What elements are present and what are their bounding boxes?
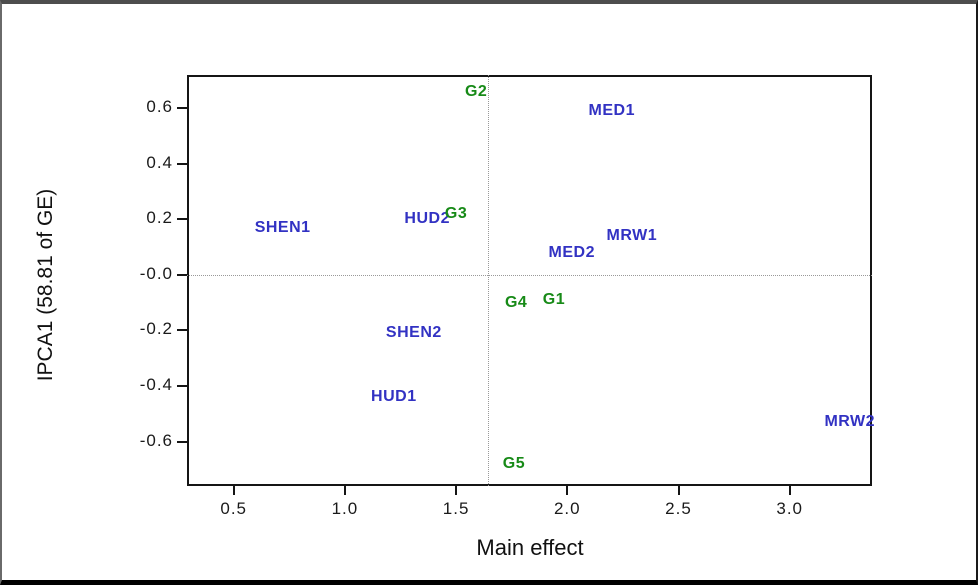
y-tick-mark [177, 385, 187, 388]
x-tick-label: 0.5 [220, 499, 248, 518]
y-tick-mark [177, 273, 187, 276]
point-label-g5: G5 [502, 454, 526, 472]
point-label-g1: G1 [542, 290, 566, 308]
y-tick-mark [177, 218, 187, 221]
y-tick-label: -0.0 [139, 263, 173, 283]
x-tick-mark [232, 486, 235, 495]
x-tick-mark [788, 486, 791, 495]
x-tick-label: 1.5 [442, 499, 470, 518]
y-tick-mark [177, 440, 187, 443]
y-tick-label: 0.2 [146, 208, 173, 228]
point-label-g2: G2 [464, 82, 488, 100]
x-tick-mark [343, 486, 346, 495]
point-label-shen2: SHEN2 [385, 324, 442, 342]
point-label-hud1: HUD1 [371, 388, 417, 406]
x-tick-label: 1.0 [331, 499, 359, 518]
x-tick-label: 2.5 [665, 499, 692, 518]
y-tick-label: -0.4 [139, 375, 173, 395]
point-label-med1: MED1 [588, 102, 636, 120]
x-tick-mark [455, 486, 458, 495]
y-tick-label: -0.2 [139, 319, 173, 339]
point-label-g4: G4 [504, 293, 528, 311]
point-label-med2: MED2 [548, 243, 595, 261]
x-axis-title: Main effect [476, 535, 584, 560]
x-tick-label: 2.0 [553, 499, 581, 518]
y-tick-label: 0.4 [146, 152, 173, 172]
x-tick-mark [566, 486, 569, 495]
point-label-mrw1: MRW1 [606, 227, 658, 245]
y-tick-label: -0.6 [139, 430, 173, 450]
y-axis-title: IPCA1 (58.81 of GE) [34, 188, 57, 382]
x-tick-mark [677, 486, 680, 495]
y-tick-mark [177, 329, 187, 332]
y-tick-mark [177, 107, 187, 110]
x-tick-label: 3.0 [776, 499, 804, 518]
plot-area [187, 75, 872, 486]
point-label-g3: G3 [444, 204, 468, 222]
crosshair-horizontal-line [187, 274, 872, 276]
y-tick-mark [177, 162, 187, 165]
crosshair-vertical-line [488, 75, 490, 486]
point-label-hud2: HUD2 [404, 210, 450, 228]
point-label-mrw2: MRW2 [824, 413, 876, 431]
point-label-shen1: SHEN1 [254, 218, 311, 236]
y-tick-label: 0.6 [146, 97, 173, 117]
